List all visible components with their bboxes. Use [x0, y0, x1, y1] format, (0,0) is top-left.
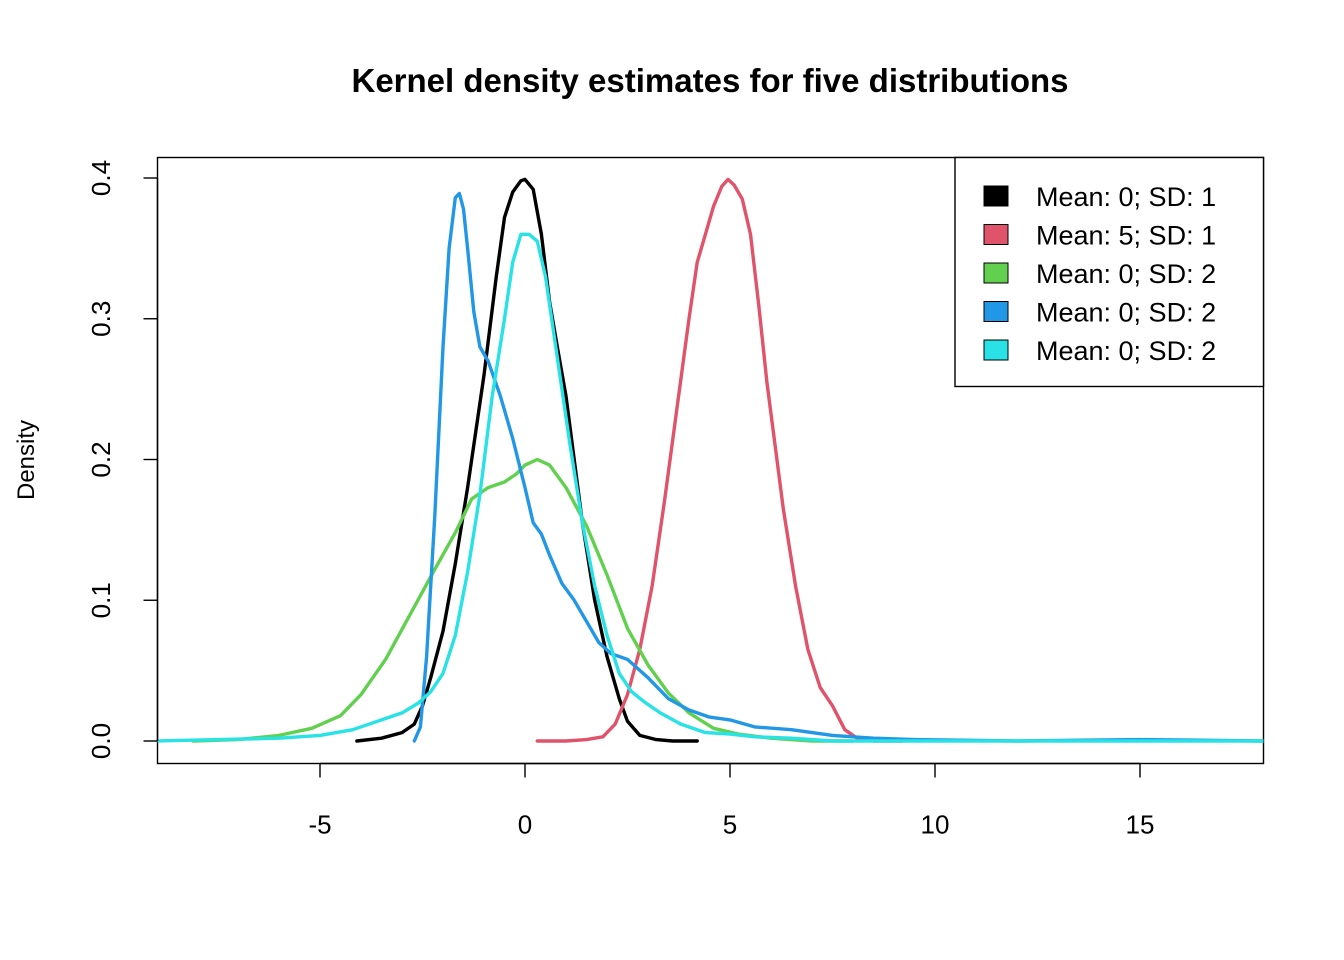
series-line-4 — [412, 191, 1264, 743]
series-lines — [157, 177, 1264, 743]
chart-title: Kernel density estimates for five distri… — [351, 62, 1068, 99]
x-tick-label: -5 — [308, 810, 331, 840]
legend-label-4: Mean: 0; SD: 2 — [1036, 298, 1216, 328]
legend-label-1: Mean: 0; SD: 1 — [1036, 182, 1216, 212]
legend-swatch-4 — [983, 301, 1009, 322]
y-tick-label: 0.0 — [86, 723, 116, 759]
x-axis: -5 0 5 10 15 — [308, 762, 1155, 840]
y-tick-label: 0.3 — [86, 301, 116, 337]
series-line-1 — [355, 177, 699, 743]
x-tick-label: 10 — [921, 810, 950, 840]
legend-label-2: Mean: 5; SD: 1 — [1036, 221, 1216, 251]
y-axis: 0.0 0.1 0.2 0.3 0.4 — [86, 160, 159, 759]
series-line-3 — [191, 457, 855, 743]
legend-label-5: Mean: 0; SD: 2 — [1036, 336, 1216, 366]
y-tick-label: 0.1 — [86, 582, 116, 618]
y-tick-label: 0.2 — [86, 441, 116, 477]
legend-swatch-5 — [983, 339, 1009, 361]
series-line-2 — [535, 177, 904, 743]
legend-swatch-1 — [983, 185, 1009, 207]
legend-swatch-2 — [983, 224, 1009, 245]
series-line-5 — [157, 232, 1264, 743]
y-tick-label: 0.4 — [86, 160, 116, 196]
legend: Mean: 0; SD: 1 Mean: 5; SD: 1 Mean: 0; SD:… — [954, 156, 1265, 388]
legend-label-3: Mean: 0; SD: 2 — [1036, 259, 1216, 289]
legend-swatch-3 — [983, 262, 1009, 284]
y-axis-label: Density — [13, 420, 40, 500]
x-tick-label: 0 — [518, 810, 532, 840]
x-tick-label: 5 — [723, 810, 737, 840]
x-tick-label: 15 — [1126, 810, 1155, 840]
